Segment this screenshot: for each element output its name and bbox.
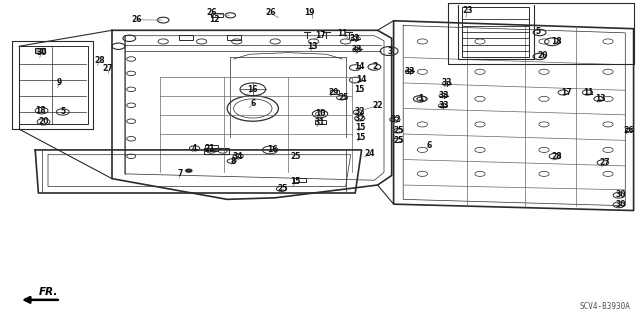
Text: 4: 4	[191, 144, 196, 153]
Text: 28: 28	[94, 56, 104, 65]
Text: 30: 30	[616, 190, 626, 199]
Text: 26: 26	[624, 126, 634, 135]
Bar	[227, 35, 241, 40]
Text: 1: 1	[419, 94, 424, 103]
Text: 2: 2	[372, 63, 378, 71]
Text: 33: 33	[438, 91, 449, 100]
Text: 30: 30	[616, 200, 626, 209]
Bar	[205, 145, 218, 151]
Text: FR.: FR.	[38, 287, 58, 297]
Text: 16: 16	[248, 85, 258, 94]
Text: 29: 29	[329, 88, 339, 97]
Bar	[204, 148, 229, 154]
Text: 13: 13	[595, 94, 605, 103]
Text: 17: 17	[561, 88, 572, 97]
Text: 5: 5	[535, 27, 540, 36]
Text: 26: 26	[206, 8, 216, 17]
Bar	[315, 120, 326, 124]
Bar	[462, 7, 529, 57]
Text: 32: 32	[355, 107, 365, 116]
Text: 30: 30	[36, 48, 47, 57]
Bar	[35, 48, 45, 53]
Text: 20: 20	[538, 51, 548, 60]
Text: SCV4-B3930A: SCV4-B3930A	[580, 302, 630, 311]
Text: 27: 27	[102, 64, 113, 73]
Text: 23: 23	[462, 6, 472, 15]
Text: 18: 18	[35, 106, 45, 115]
Text: 27: 27	[600, 158, 610, 167]
Text: 20: 20	[38, 117, 49, 126]
Text: 15: 15	[355, 133, 365, 142]
Text: 25: 25	[394, 126, 404, 135]
Text: 10: 10	[315, 109, 325, 118]
Text: 28: 28	[552, 152, 562, 161]
Bar	[294, 178, 306, 182]
Bar	[19, 46, 88, 124]
Text: 15: 15	[355, 123, 365, 132]
Text: 21: 21	[204, 144, 214, 153]
Text: 22: 22	[372, 101, 383, 110]
Text: 31: 31	[315, 118, 325, 127]
Text: 11: 11	[584, 88, 594, 97]
Text: 16: 16	[267, 145, 277, 154]
Text: 33: 33	[442, 78, 452, 87]
Text: 14: 14	[355, 63, 365, 71]
Text: 13: 13	[307, 42, 317, 51]
Text: 18: 18	[552, 37, 562, 46]
Text: 33: 33	[438, 101, 449, 110]
Text: 33: 33	[352, 45, 362, 54]
Text: 32: 32	[355, 114, 365, 122]
Bar	[330, 90, 339, 94]
Text: 15: 15	[355, 85, 365, 94]
Text: 19: 19	[304, 8, 314, 17]
Text: 26: 26	[266, 8, 276, 17]
Text: 3: 3	[388, 47, 393, 56]
Text: 25: 25	[291, 152, 301, 161]
Text: 8: 8	[231, 157, 236, 166]
Text: 32: 32	[390, 115, 401, 124]
Text: 24: 24	[364, 149, 374, 158]
Bar	[179, 35, 193, 40]
Text: 5: 5	[60, 107, 65, 116]
Text: 6: 6	[426, 141, 431, 150]
Text: 7: 7	[178, 169, 183, 178]
Text: 25: 25	[394, 136, 404, 145]
Circle shape	[186, 169, 192, 172]
Bar	[211, 13, 223, 17]
Text: 33: 33	[404, 67, 415, 76]
Text: 12: 12	[209, 15, 220, 24]
Text: 14: 14	[356, 75, 367, 84]
Text: 15: 15	[291, 177, 301, 186]
Text: 25: 25	[278, 184, 288, 193]
Text: 11: 11	[337, 29, 348, 38]
Text: 26: 26	[131, 15, 141, 24]
Bar	[625, 128, 633, 131]
Text: 17: 17	[315, 31, 325, 40]
Text: 6: 6	[250, 99, 255, 108]
Text: 34: 34	[233, 152, 243, 161]
Text: 25: 25	[339, 93, 349, 102]
Text: 33: 33	[350, 34, 360, 43]
Text: 9: 9	[57, 78, 62, 87]
